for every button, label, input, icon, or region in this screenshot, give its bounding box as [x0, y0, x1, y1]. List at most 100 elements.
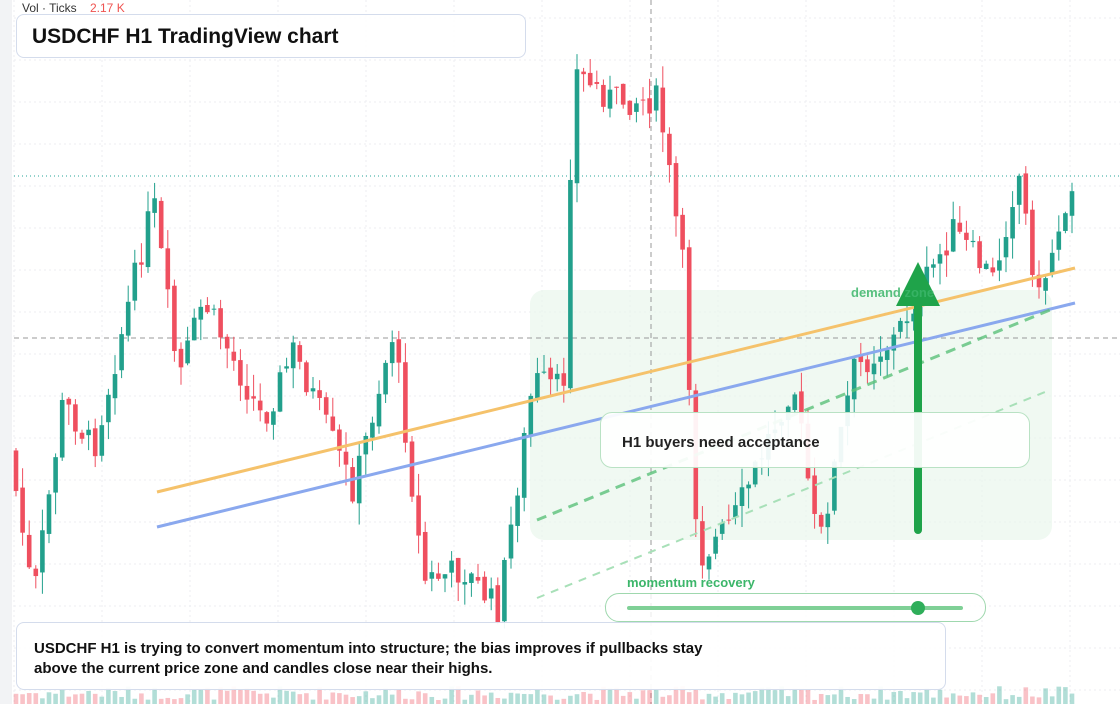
candle-body — [152, 198, 157, 213]
candle-body — [376, 393, 382, 427]
volume-bar — [1010, 695, 1015, 704]
candle-body — [911, 313, 916, 322]
candle-body — [574, 69, 580, 184]
volume-bar — [139, 693, 144, 704]
candle-body — [284, 366, 289, 369]
volume-bar — [343, 694, 349, 704]
volume-bar — [469, 694, 474, 704]
volume-bar — [812, 699, 817, 704]
volume-bar — [1043, 688, 1048, 704]
candle-body — [997, 260, 1002, 271]
candle-body — [614, 86, 619, 88]
volume-bar — [46, 692, 52, 704]
volume-bar — [495, 697, 501, 704]
volume-bar — [330, 692, 336, 704]
volume — [13, 686, 1075, 704]
candle-body — [957, 222, 963, 232]
candle-body — [13, 450, 19, 491]
candle-body — [40, 530, 45, 573]
candle-body — [581, 71, 586, 75]
candle-body — [627, 100, 633, 115]
volume-bar — [759, 687, 765, 704]
summary-card: USDCHF H1 is trying to convert momentum … — [16, 622, 946, 690]
volume-bar — [970, 692, 976, 704]
volume-bar — [917, 692, 923, 704]
slider-knob[interactable] — [911, 601, 925, 615]
slider[interactable] — [605, 593, 986, 622]
candle-body — [535, 373, 540, 399]
candle-body — [323, 397, 329, 415]
volume-bar — [713, 696, 718, 704]
volume-bar — [422, 693, 428, 704]
candles — [13, 54, 1075, 629]
candle-body — [224, 336, 230, 349]
candle-body — [898, 320, 903, 332]
candle-body — [713, 536, 718, 554]
volume-bar — [224, 690, 230, 704]
candle-body — [165, 248, 171, 290]
candle-body — [1030, 209, 1035, 275]
candle-body — [231, 351, 237, 361]
volume-bar — [323, 699, 329, 704]
volume-bar — [310, 699, 316, 704]
candle-body — [475, 577, 481, 581]
volume-bar — [746, 692, 751, 704]
candle-body — [383, 362, 388, 395]
volume-bar — [53, 693, 58, 704]
candle-body — [238, 360, 243, 386]
candle-body — [139, 262, 144, 265]
volume-bar — [112, 691, 118, 704]
volume-bar — [601, 686, 606, 704]
volume-bar — [548, 695, 553, 704]
volume-bar — [145, 699, 151, 704]
candle-body — [403, 362, 408, 443]
arrow-head — [896, 262, 940, 306]
candle-body — [125, 301, 131, 336]
candle-body — [680, 214, 685, 250]
candle-body — [944, 250, 949, 256]
volume-bar — [106, 687, 111, 704]
volume-bar — [924, 688, 930, 704]
volume-bar — [726, 699, 732, 704]
candle-body — [178, 348, 184, 368]
volume-bar — [436, 699, 441, 704]
candle-body — [931, 264, 936, 268]
volume-bar — [950, 693, 956, 704]
candle-body — [858, 355, 864, 363]
volume-bar — [350, 697, 355, 704]
volume-bar — [33, 693, 39, 704]
candle-body — [1056, 231, 1062, 250]
volume-bar — [977, 694, 982, 704]
candle-body — [937, 254, 943, 264]
candle-body — [726, 519, 732, 521]
volume-bar — [409, 699, 415, 704]
candle-body — [119, 334, 124, 371]
candle-body — [554, 373, 560, 380]
candle-body — [356, 455, 362, 504]
volume-value: 2.17 K — [90, 1, 125, 15]
volume-bar — [871, 698, 877, 704]
volume-bar — [931, 697, 936, 704]
volume-bar — [719, 693, 725, 704]
candle-body — [746, 484, 751, 489]
candle-body — [502, 559, 507, 622]
volume-bar — [429, 696, 435, 704]
volume-bar — [627, 692, 633, 704]
candle-body — [158, 200, 164, 249]
volume-bar — [832, 694, 837, 704]
volume-bar — [653, 689, 659, 704]
volume-bar — [185, 694, 190, 704]
candle-body — [634, 103, 639, 112]
volume-bar — [1063, 687, 1068, 704]
candle-body — [455, 557, 461, 583]
volume-bar — [1030, 696, 1035, 704]
volume-bar — [26, 693, 32, 704]
candle-body — [884, 349, 890, 360]
volume-bar — [244, 688, 250, 704]
volume-bar — [264, 693, 270, 704]
volume-bar — [462, 699, 468, 704]
candle-body — [1063, 213, 1068, 231]
candle-body — [73, 404, 78, 432]
volume-bar — [614, 687, 619, 704]
candle-body — [733, 505, 738, 518]
